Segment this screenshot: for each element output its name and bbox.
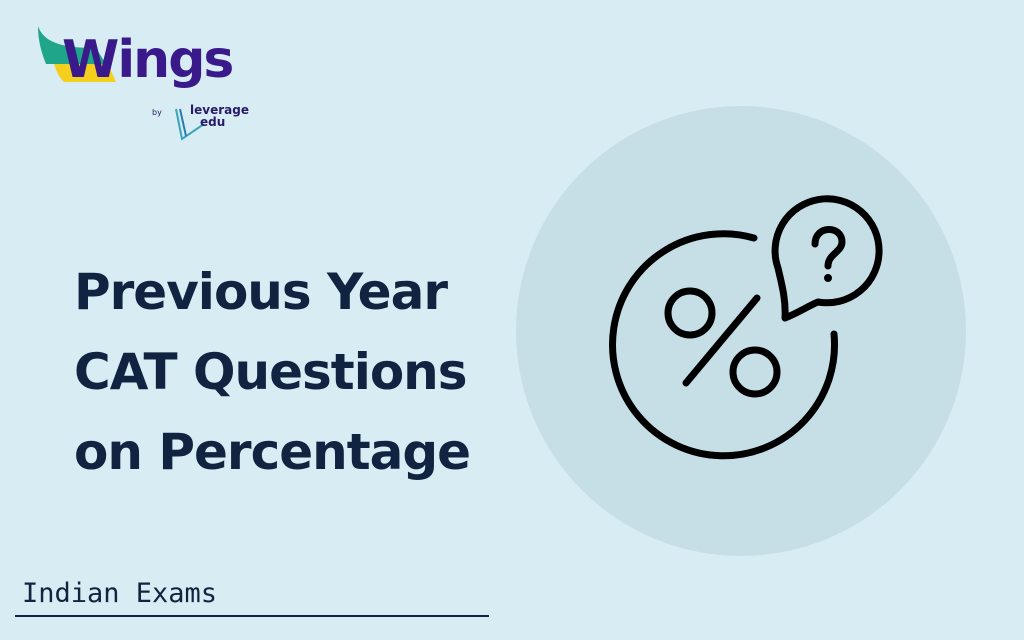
- title-line: Previous Year: [74, 263, 448, 321]
- partner-line1: leverage: [190, 103, 249, 117]
- percentage-question-icon: [609, 195, 883, 460]
- title-line: on Percentage: [74, 423, 471, 481]
- title-line: CAT Questions: [74, 343, 468, 401]
- brand-name: Wings: [62, 30, 234, 90]
- category-underline: [15, 615, 489, 617]
- page-title: Previous Year CAT Questions on Percentag…: [74, 252, 471, 492]
- partner-line2: edu: [200, 115, 226, 129]
- logo-by: by: [152, 108, 162, 117]
- category-label: Indian Exams: [22, 578, 218, 609]
- partner-logo: leverage edu: [190, 104, 249, 128]
- wings-swoosh-icon: [38, 26, 205, 141]
- background-circle: [516, 106, 966, 556]
